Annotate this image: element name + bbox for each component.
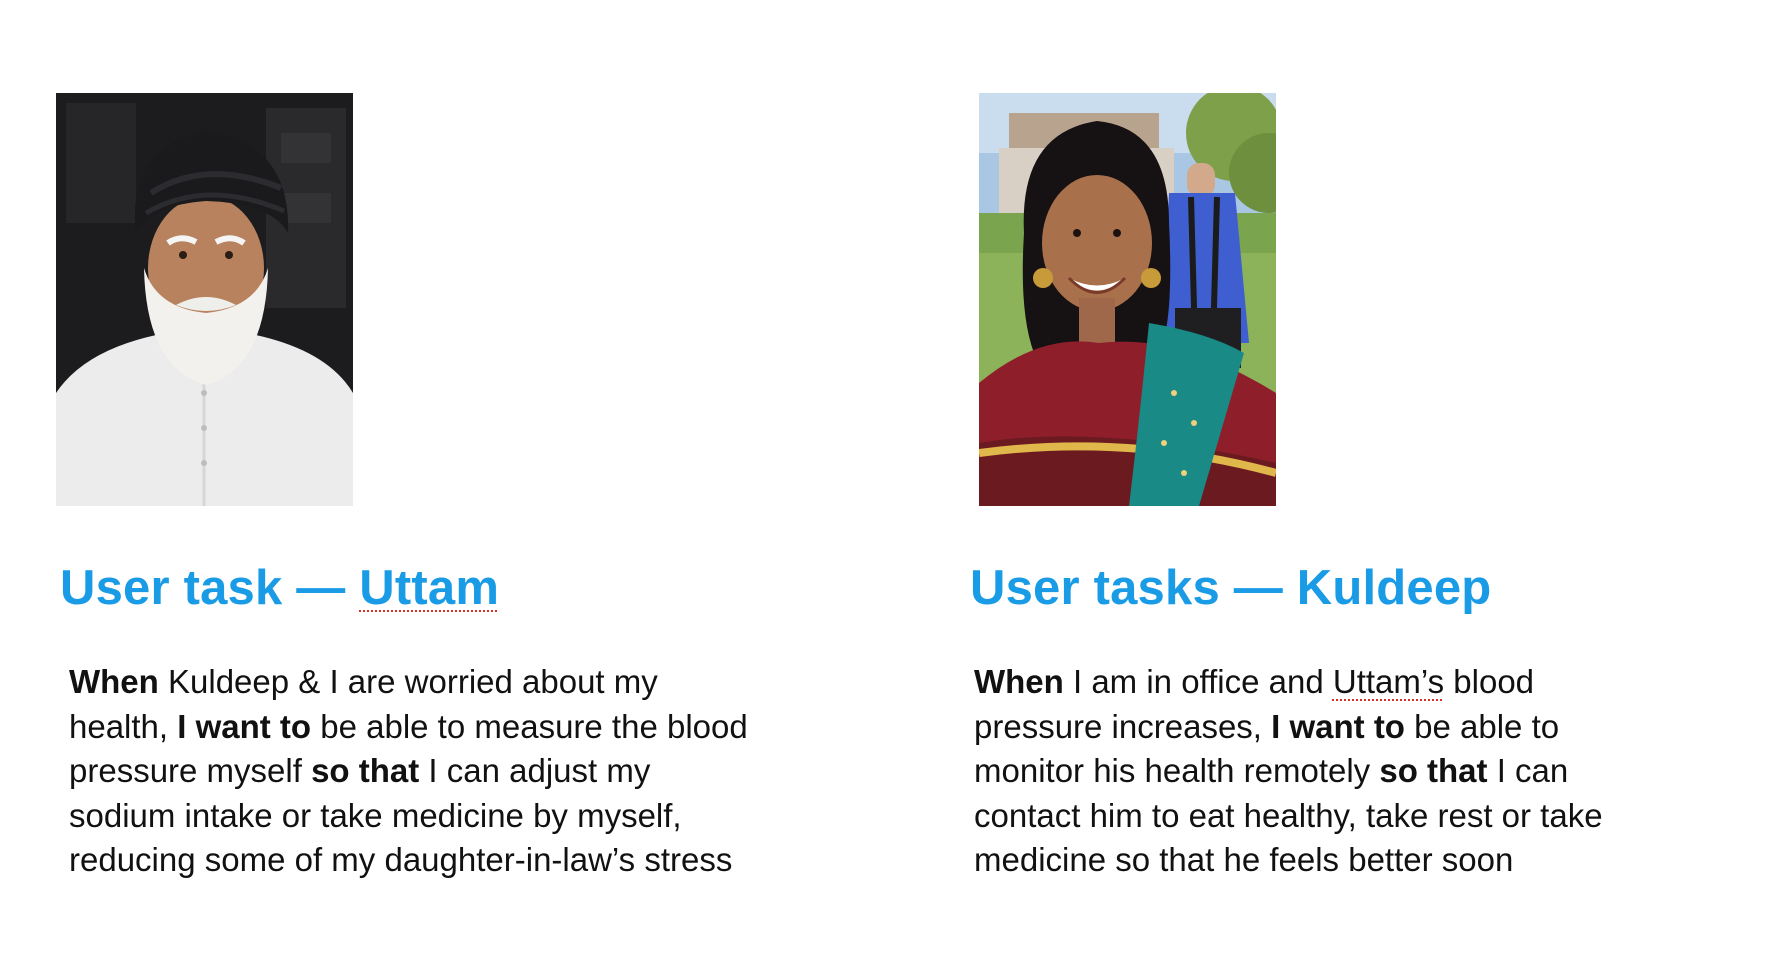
keyword-i-want-to: I want to xyxy=(177,707,312,745)
keyword-so-that: so that xyxy=(1379,752,1488,789)
story-text-uttams: Uttam’s xyxy=(1332,663,1445,700)
story-text: blood xyxy=(1444,663,1535,700)
uttam-task-statement: When Kuldeep & I are worried about my he… xyxy=(69,660,748,883)
uttam-title-prefix: User task — xyxy=(60,561,360,615)
story-line: When Kuldeep & I are worried about my xyxy=(69,660,748,705)
story-text: Kuldeep & I are worried about my xyxy=(158,663,658,700)
story-line: pressure myself so that I can adjust my xyxy=(69,749,748,794)
story-text: I can adjust my xyxy=(419,752,651,789)
kuldeep-title-name: Kuldeep xyxy=(1296,561,1492,615)
story-line: sodium intake or take medicine by myself… xyxy=(69,796,682,834)
story-line: contact him to eat healthy, take rest or… xyxy=(974,796,1603,834)
story-line: monitor his health remotely so that I ca… xyxy=(974,749,1603,794)
story-text: pressure increases, xyxy=(974,707,1272,745)
kuldeep-photo xyxy=(979,93,1276,506)
keyword-so-that: so that xyxy=(311,752,420,789)
story-line: health, I want to be able to measure the… xyxy=(69,705,748,750)
story-text: monitor his health remotely xyxy=(974,752,1380,789)
story-line: pressure increases, I want to be able to xyxy=(974,705,1603,750)
story-text: be able to measure the blood xyxy=(311,707,748,745)
story-text: be able to xyxy=(1404,707,1560,745)
kuldeep-task-title: User tasks — Kuldeep xyxy=(970,560,1491,616)
story-text: health, xyxy=(69,707,178,745)
uttam-title-name: Uttam xyxy=(359,561,500,615)
uttam-task-title: User task — Uttam xyxy=(60,560,499,616)
story-text: I am in office and xyxy=(1063,663,1333,700)
kuldeep-title-prefix: User tasks — xyxy=(970,561,1297,615)
uttam-photo xyxy=(56,93,353,506)
keyword-when: When xyxy=(974,663,1064,700)
story-text: pressure myself xyxy=(69,752,312,789)
story-line: medicine so that he feels better soon xyxy=(974,841,1514,878)
keyword-when: When xyxy=(69,663,159,700)
kuldeep-task-statement: When I am in office and Uttam’s blood pr… xyxy=(974,660,1603,883)
story-line: When I am in office and Uttam’s blood xyxy=(974,660,1603,705)
story-text: I can xyxy=(1487,752,1569,789)
story-line: reducing some of my daughter-in-law’s st… xyxy=(69,841,733,878)
keyword-i-want-to: I want to xyxy=(1271,707,1405,745)
